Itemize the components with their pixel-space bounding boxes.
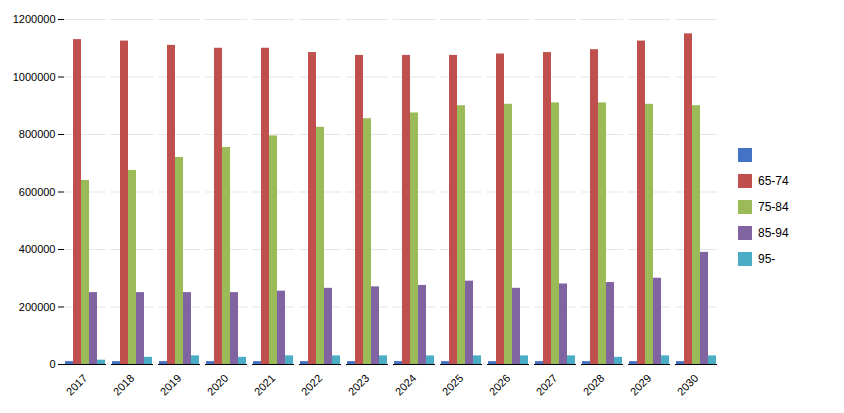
svg-text:1200000: 1200000 [13, 13, 56, 25]
svg-text:600000: 600000 [19, 186, 56, 198]
svg-text:2025: 2025 [440, 372, 466, 398]
html-text:65-74: 65-74 [758, 173, 789, 188]
svg-text:2017: 2017 [64, 372, 90, 398]
html-text:75-84: 75-84 [758, 199, 789, 214]
svg-text:2020: 2020 [205, 372, 231, 398]
svg-text:2024: 2024 [393, 372, 419, 398]
svg-text:2019: 2019 [158, 372, 184, 398]
svg-text:0: 0 [49, 358, 55, 370]
svg-text:2023: 2023 [346, 372, 372, 398]
svg-text:1000000: 1000000 [13, 71, 56, 83]
svg-text:2022: 2022 [299, 372, 325, 398]
html-text:95-: 95- [758, 251, 776, 266]
svg-text:2021: 2021 [252, 372, 278, 398]
svg-text:200000: 200000 [19, 301, 56, 313]
svg-text:2027: 2027 [534, 372, 560, 398]
svg-text:2018: 2018 [111, 372, 137, 398]
svg-text:2029: 2029 [628, 372, 654, 398]
svg-text:2028: 2028 [581, 372, 607, 398]
svg-text:2030: 2030 [675, 372, 701, 398]
svg-text:2026: 2026 [487, 372, 513, 398]
svg-text:400000: 400000 [19, 243, 56, 255]
svg-text:800000: 800000 [19, 128, 56, 140]
html-text:85-94: 85-94 [758, 225, 789, 240]
